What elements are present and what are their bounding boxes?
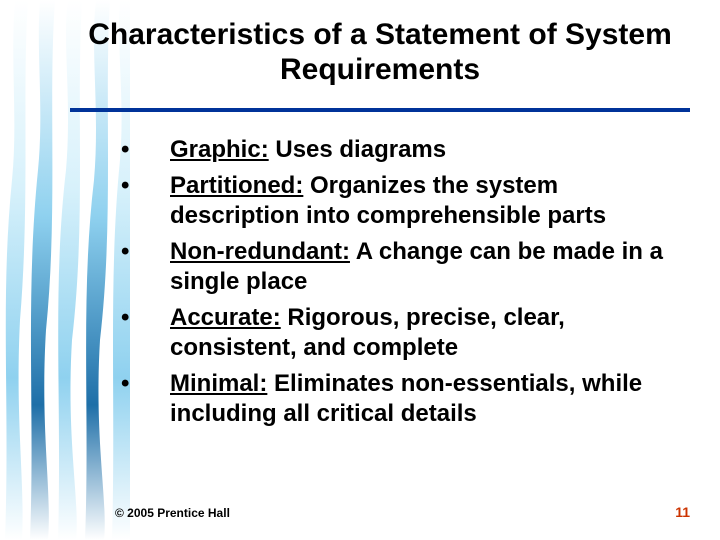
bullet-rest: Uses diagrams	[269, 136, 446, 163]
bullet-text: Minimal: Eliminates non-essentials, whil…	[170, 369, 670, 429]
bullet-marker: •	[115, 237, 170, 267]
bullet-item: • Minimal: Eliminates non-essentials, wh…	[115, 369, 670, 429]
bullet-list: • Graphic: Uses diagrams • Partitioned: …	[115, 135, 670, 435]
bullet-text: Accurate: Rigorous, precise, clear, cons…	[170, 303, 670, 363]
bullet-text: Partitioned: Organizes the system descri…	[170, 171, 670, 231]
bullet-text: Graphic: Uses diagrams	[170, 135, 670, 165]
bullet-marker: •	[115, 369, 170, 399]
bullet-marker: •	[115, 303, 170, 333]
bullet-lead: Minimal:	[170, 370, 267, 397]
bullet-item: • Graphic: Uses diagrams	[115, 135, 670, 165]
title-underline-rule	[70, 108, 690, 112]
bullet-lead: Partitioned:	[170, 172, 303, 199]
slide: Characteristics of a Statement of System…	[0, 0, 720, 540]
bullet-marker: •	[115, 171, 170, 201]
bullet-lead: Graphic:	[170, 136, 269, 163]
slide-number: 11	[675, 504, 690, 520]
bullet-item: • Accurate: Rigorous, precise, clear, co…	[115, 303, 670, 363]
bullet-lead: Non-redundant:	[170, 238, 350, 265]
bullet-item: • Partitioned: Organizes the system desc…	[115, 171, 670, 231]
bullet-item: • Non-redundant: A change can be made in…	[115, 237, 670, 297]
slide-title: Characteristics of a Statement of System…	[80, 18, 680, 87]
bullet-marker: •	[115, 135, 170, 165]
footer-copyright: © 2005 Prentice Hall	[115, 506, 230, 520]
bullet-lead: Accurate:	[170, 304, 281, 331]
bullet-text: Non-redundant: A change can be made in a…	[170, 237, 670, 297]
